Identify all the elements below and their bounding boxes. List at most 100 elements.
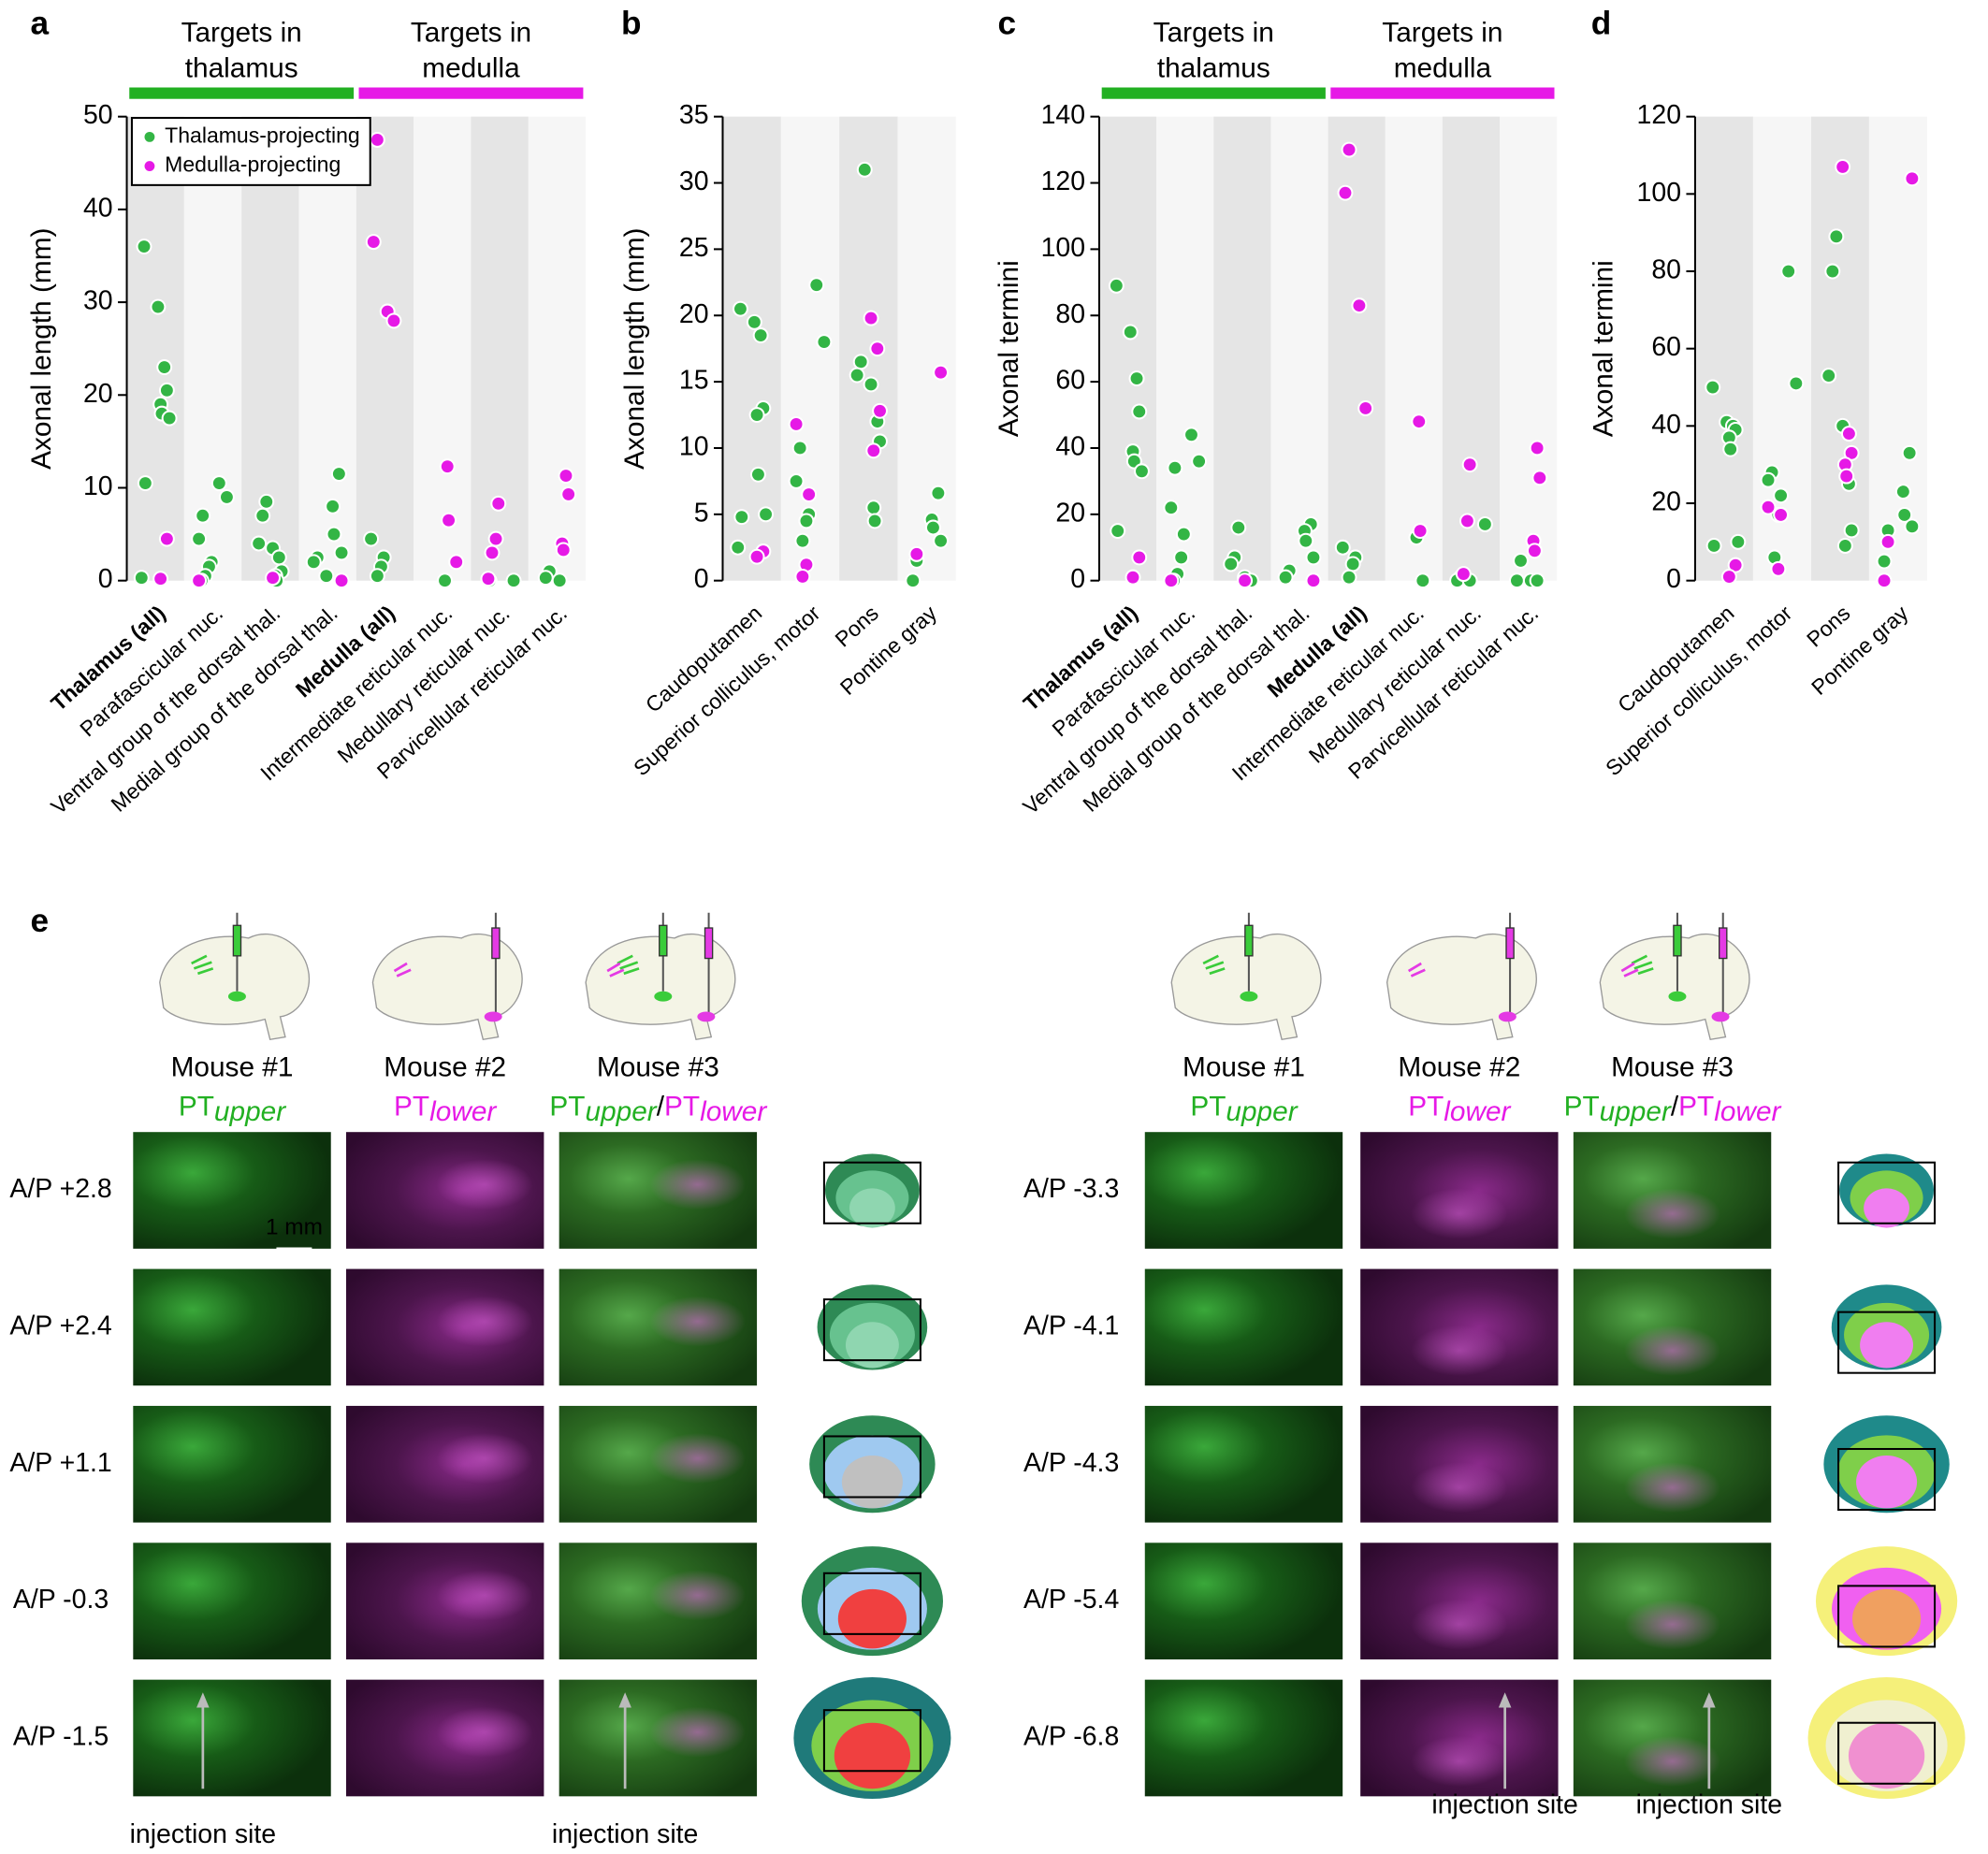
green-cells	[1631, 954, 1654, 976]
data-point	[210, 475, 227, 491]
row-label: A/P -1.5	[13, 1722, 109, 1752]
data-point	[1175, 526, 1192, 543]
y-tick-label: 120	[1637, 100, 1681, 130]
data-point	[1237, 572, 1254, 589]
atlas-box	[822, 1709, 921, 1773]
data-point	[746, 313, 762, 330]
injection-label: injection site	[552, 1819, 698, 1849]
y-tick-label: 30	[83, 286, 113, 316]
mouse-label: Mouse #2	[384, 1051, 506, 1082]
brain-outline	[1386, 933, 1537, 1041]
data-point	[333, 544, 350, 561]
arrow-head	[618, 1692, 631, 1708]
projection-label: PTlower	[394, 1091, 497, 1126]
green-cells	[1202, 954, 1226, 976]
data-point	[369, 132, 385, 148]
data-point	[1223, 556, 1240, 572]
section-image	[1144, 1268, 1343, 1386]
data-point	[1191, 453, 1208, 470]
syringe-body	[1673, 924, 1682, 957]
atlas-box	[822, 1298, 921, 1362]
panel-label: a	[31, 5, 50, 41]
data-point	[1843, 522, 1860, 539]
label-part: upper	[1600, 1096, 1672, 1127]
magenta-signal	[1624, 1462, 1721, 1514]
data-point	[480, 571, 497, 587]
data-point	[254, 507, 271, 524]
data-point	[849, 367, 865, 384]
category-band	[528, 116, 587, 581]
magenta-signal	[436, 1159, 533, 1210]
data-point	[560, 485, 577, 502]
injection-green	[227, 991, 246, 1002]
atlas-inner	[845, 1322, 899, 1369]
data-point	[270, 549, 287, 566]
y-tick-label: 5	[694, 498, 709, 528]
panel-label: e	[31, 903, 50, 939]
y-tick-label: 80	[1651, 255, 1681, 285]
group-bar	[1101, 87, 1326, 99]
atlas-box	[822, 1572, 921, 1635]
data-point	[1760, 471, 1777, 488]
data-point	[1730, 533, 1747, 550]
green-cells	[191, 954, 214, 976]
y-tick-label: 100	[1041, 233, 1085, 263]
injection-label: injection site	[1431, 1790, 1578, 1820]
injection-magenta	[1711, 1011, 1730, 1022]
data-point	[1337, 184, 1354, 201]
data-point	[1529, 572, 1545, 589]
magenta-signal	[436, 1706, 533, 1758]
data-point	[924, 519, 941, 536]
category-band	[1385, 116, 1443, 581]
mouse-label: Mouse #2	[1398, 1051, 1520, 1082]
data-point	[1305, 572, 1322, 589]
data-point	[330, 466, 347, 483]
green-cells	[617, 954, 640, 976]
data-point	[1835, 158, 1851, 175]
row-label: A/P -3.3	[1023, 1174, 1119, 1204]
data-point	[1411, 413, 1428, 430]
injection-green	[1240, 991, 1258, 1002]
category-band	[1213, 116, 1271, 581]
data-point	[1163, 500, 1180, 516]
legend-label: Medulla-projecting	[165, 152, 341, 177]
mouse-label: Mouse #1	[1183, 1051, 1305, 1082]
category-band	[126, 116, 184, 581]
label-part: PT	[1408, 1091, 1444, 1122]
magenta-signal	[1411, 1325, 1508, 1376]
data-point	[195, 507, 211, 524]
data-point	[1705, 379, 1721, 396]
atlas-box	[1837, 1447, 1937, 1512]
y-tick-label: 20	[1651, 487, 1681, 517]
category-label: Ventral group of the dorsal thal.	[1018, 601, 1256, 818]
data-point	[1773, 487, 1790, 504]
category-label: Pons	[830, 601, 882, 651]
atlas-box	[1837, 1585, 1937, 1648]
panel-label: b	[621, 5, 642, 41]
section-image	[133, 1405, 331, 1523]
data-point	[733, 509, 750, 526]
injection-magenta	[484, 1011, 502, 1022]
data-point	[326, 526, 342, 543]
data-point	[1357, 399, 1374, 416]
y-tick-label: 0	[1070, 564, 1085, 594]
row-label: A/P +2.4	[9, 1311, 111, 1340]
row-label: A/P -5.4	[1023, 1585, 1119, 1615]
atlas-inner	[1864, 1188, 1909, 1228]
section-image	[133, 1268, 331, 1386]
section-image	[133, 1679, 331, 1797]
data-point	[363, 530, 380, 547]
brain-schematic	[1599, 912, 1750, 1041]
row-label: A/P -0.3	[13, 1585, 109, 1615]
brain-schematic	[371, 912, 523, 1041]
data-point	[1334, 539, 1351, 556]
panel-label: d	[1591, 5, 1612, 41]
magenta-signal	[1624, 1599, 1721, 1650]
data-point	[865, 442, 882, 459]
atlas-box	[1837, 1721, 1937, 1785]
data-point	[798, 513, 815, 529]
data-point	[1824, 263, 1841, 280]
data-point	[1128, 370, 1145, 387]
magenta-signal	[1624, 1735, 1721, 1788]
magenta-signal	[436, 1432, 533, 1485]
